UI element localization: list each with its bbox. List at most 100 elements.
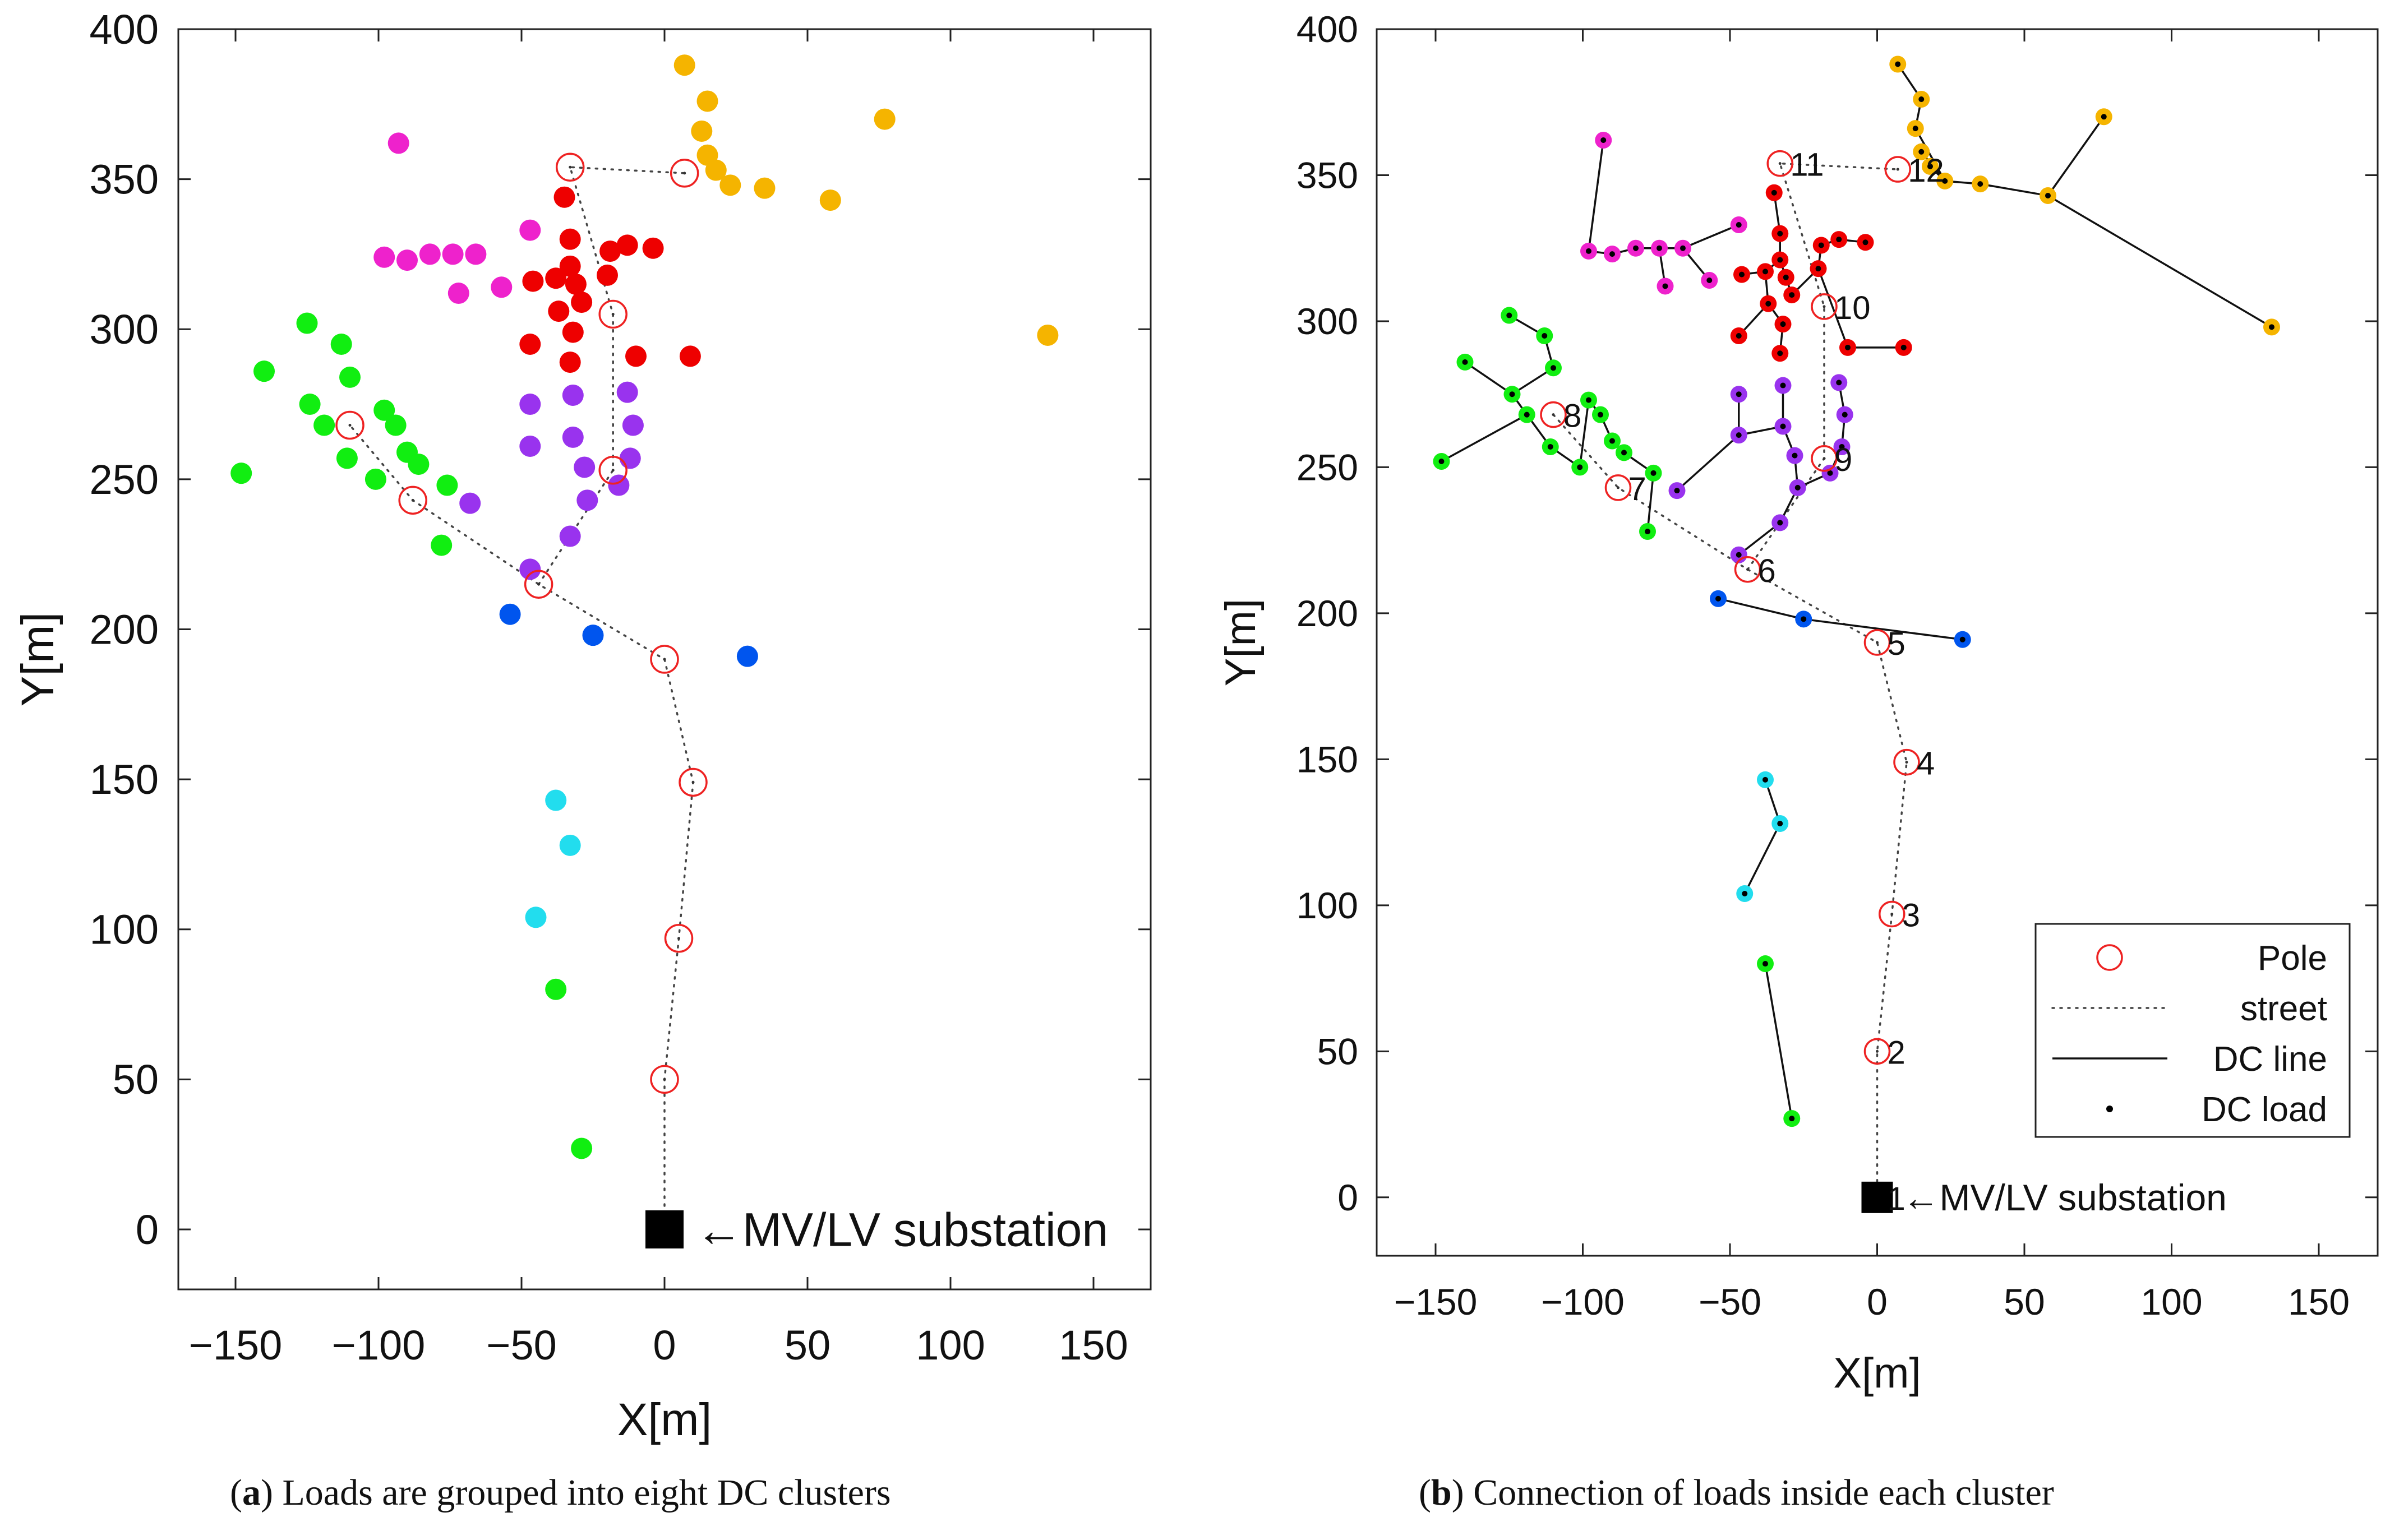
dc-load-dot (1845, 344, 1851, 350)
dc-load-dot (1650, 470, 1657, 476)
pole-marker (555, 152, 585, 182)
dc-load-point-red (522, 270, 544, 292)
dc-load-point-blue (736, 645, 758, 667)
y-tick-label: 100 (90, 907, 159, 953)
dc-load-point-purple (622, 414, 644, 436)
dc-load-dot (1836, 237, 1842, 243)
dc-load-point-green (230, 463, 252, 484)
dc-line (1682, 224, 1740, 249)
pole-marker (664, 924, 694, 953)
dc-load-dot (1783, 274, 1789, 280)
x-tick-label: −100 (1541, 1281, 1625, 1322)
dc-load-dot (1633, 245, 1639, 251)
pole-center-dot (1823, 457, 1826, 460)
dc-load-point-purple (519, 435, 541, 457)
dc-line (1764, 963, 1793, 1119)
panel-b: −150 −100 −50 0 50 100 15005010015020025030035… (1217, 8, 2379, 1397)
dc-load-point-magenta (387, 132, 409, 154)
pole-center-dot (348, 424, 352, 427)
dc-line (1980, 183, 2048, 197)
dc-load-point-purple (574, 456, 596, 478)
dc-load-dot (1600, 137, 1607, 143)
dc-load-point-orange (1037, 324, 1059, 346)
x-tick-label: 100 (916, 1322, 985, 1368)
y-axis-label: Y[m] (1217, 599, 1265, 686)
dc-load-dot (1598, 411, 1603, 418)
dc-line (1817, 268, 1849, 348)
y-tick-label: 50 (1317, 1030, 1358, 1072)
dc-load-point-green (385, 414, 407, 436)
dc-line (1914, 128, 1946, 182)
dc-load-point-purple (519, 558, 541, 580)
dc-load-dot (1827, 470, 1833, 476)
pole-marker (1540, 401, 1567, 428)
dc-load-dot (1765, 300, 1771, 307)
dc-load-dot (1736, 333, 1742, 339)
dc-load-dot (1645, 529, 1650, 535)
dc-load-point-green (436, 474, 458, 496)
dc-load-dot (1736, 222, 1742, 228)
dc-load-dot (1777, 350, 1783, 357)
dc-line (1676, 434, 1740, 492)
dc-load-point-orange (705, 159, 727, 181)
x-tick-label: 50 (785, 1322, 830, 1368)
pole-marker (679, 767, 708, 797)
pole-marker (650, 1065, 679, 1094)
y-tick-label: 200 (1296, 593, 1358, 634)
x-tick-label: 100 (2140, 1281, 2202, 1322)
dc-load-dot (1836, 380, 1842, 386)
pole-marker (1863, 1038, 1891, 1065)
dc-line (1441, 414, 1528, 463)
dc-line (1803, 618, 1963, 641)
legend-entry-label: DC load (2202, 1090, 2327, 1129)
pole-marker (1884, 156, 1911, 183)
dc-load-point-red (519, 334, 541, 355)
dc-load-point-red (559, 352, 581, 373)
legend-entry-label: street (2240, 989, 2327, 1028)
dc-load-dot (1706, 278, 1713, 284)
dc-load-point-red (616, 234, 638, 256)
dc-load-point-green (339, 366, 361, 388)
substation-marker (1861, 1181, 1893, 1213)
dc-load-point-green (365, 468, 386, 490)
y-tick-label: 150 (90, 756, 159, 803)
dc-load-dot (1621, 450, 1627, 456)
dc-load-dot (1842, 411, 1848, 418)
dc-load-dot (1780, 321, 1786, 327)
dc-load-dot (2101, 114, 2107, 120)
dc-line (1646, 473, 1655, 532)
pole-center-dot (1896, 168, 1899, 171)
dc-load-point-purple (559, 525, 581, 547)
pole-label: 2 (1888, 1034, 1905, 1071)
pole-label: 9 (1834, 442, 1852, 478)
dc-load-dot (1736, 432, 1742, 438)
dc-load-dot (1780, 423, 1786, 429)
pole-center-dot (611, 312, 615, 316)
dc-load-dot (1818, 242, 1824, 248)
dc-line (1579, 400, 1590, 468)
y-tick-label: 400 (90, 6, 159, 53)
dc-load-dot (1438, 459, 1445, 465)
dc-load-dot (1801, 616, 1807, 622)
dc-load-point-orange (819, 189, 841, 211)
pole-label: 5 (1888, 626, 1905, 662)
pole-label: 6 (1758, 553, 1776, 589)
dc-load-point-green-south (571, 1137, 593, 1159)
y-tick-label: 0 (136, 1206, 159, 1253)
dc-load-dot (1662, 283, 1668, 289)
dc-load-dot (1551, 365, 1556, 371)
y-tick-label: 200 (90, 606, 159, 653)
pole-marker (1766, 150, 1793, 177)
pole-marker (398, 485, 427, 515)
pole-center-dot (1890, 912, 1894, 915)
pole-center-dot (569, 165, 572, 169)
y-tick-label: 150 (1296, 738, 1358, 780)
pole-marker (335, 410, 365, 440)
pole-label: 11 (1790, 147, 1824, 183)
y-tick-label: 250 (90, 456, 159, 503)
dc-load-point-magenta (396, 249, 418, 271)
dc-load-point-red (548, 300, 570, 322)
dc-load-dot (1977, 181, 1983, 187)
y-tick-label: 400 (1296, 8, 1358, 50)
